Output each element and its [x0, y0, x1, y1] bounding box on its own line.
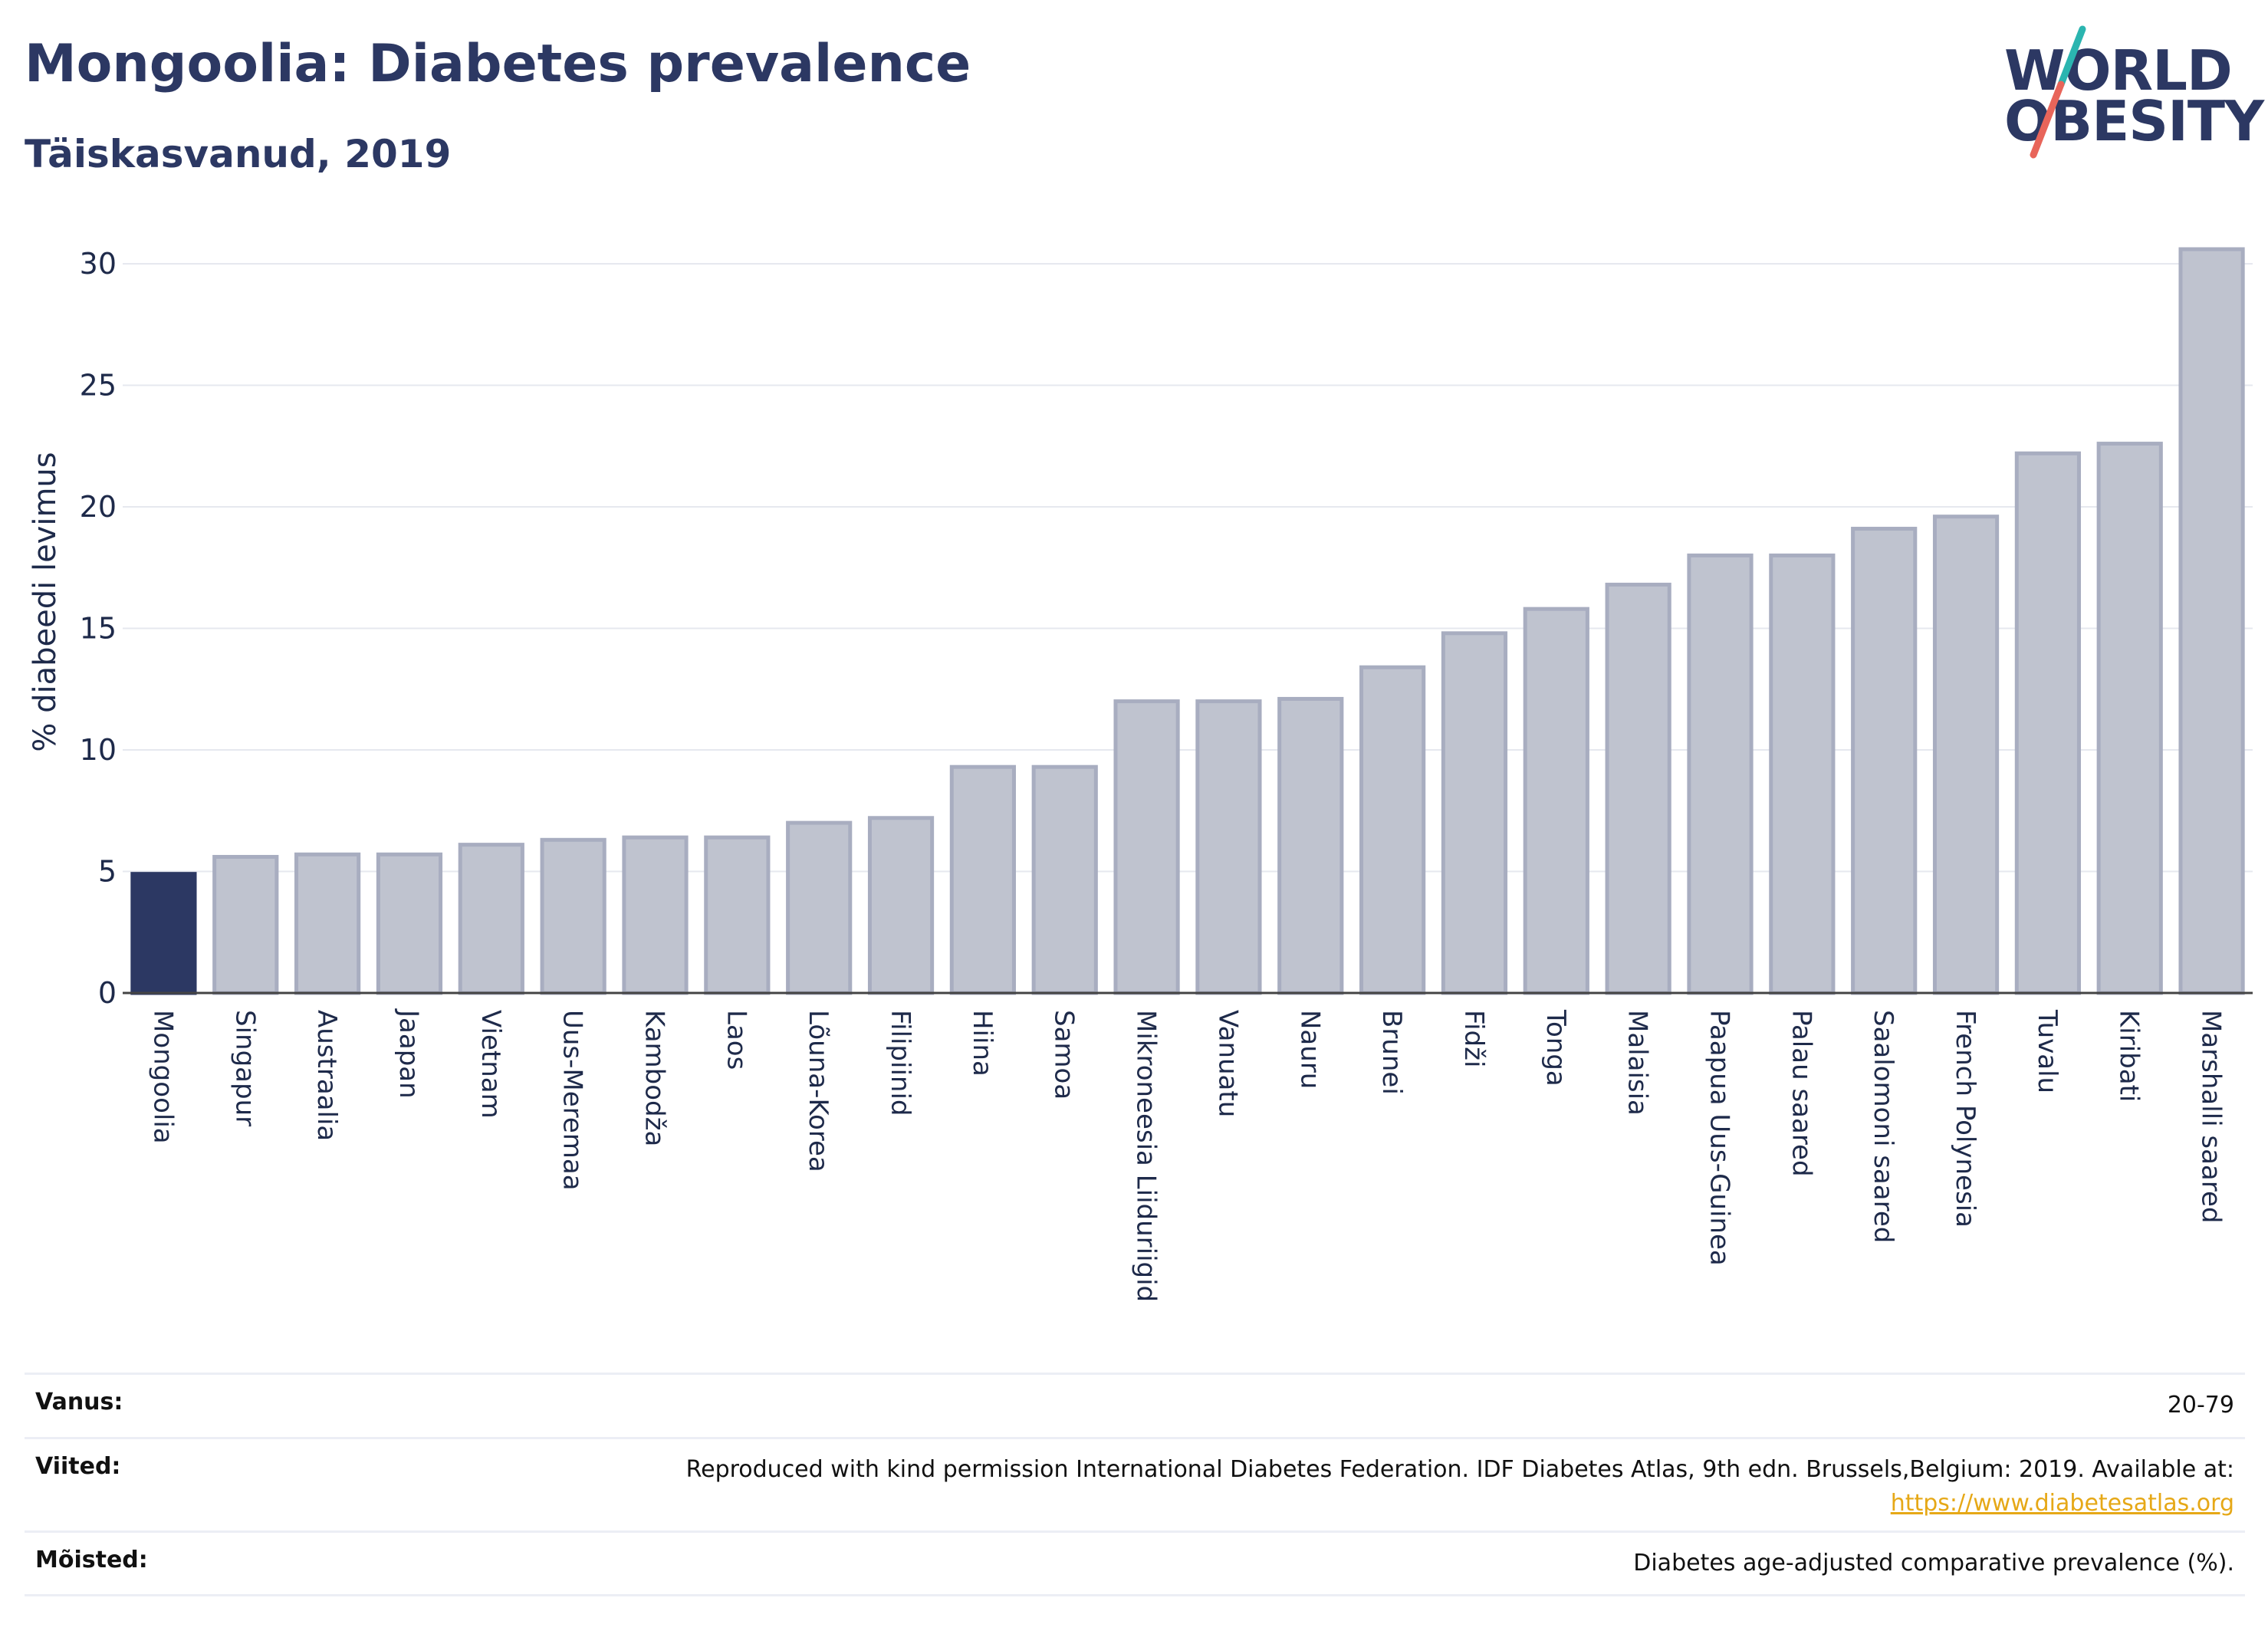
bar — [1113, 699, 1180, 995]
x-tick-label: Palau saared — [1786, 1010, 1816, 1177]
bar — [212, 854, 279, 995]
x-tick-label: Austraalia — [311, 1010, 342, 1141]
x-tick-label: Jaapan — [393, 1008, 424, 1099]
bar — [458, 843, 524, 995]
age-value: 20-79 — [2167, 1392, 2234, 1419]
bar-highlight — [130, 872, 197, 995]
bar — [867, 816, 935, 995]
definitions-value: Diabetes age-adjusted comparative preval… — [1633, 1550, 2234, 1576]
info-row-age: Vanus: 20-79 — [25, 1373, 2245, 1437]
y-tick-label: 20 — [80, 490, 117, 524]
info-row-definitions: Mõisted: Diabetes age-adjusted comparati… — [25, 1530, 2245, 1596]
bar — [1359, 665, 1426, 995]
x-tick-labels: Mongoolia Singapur Austraalia Jaapan Vietnam… — [147, 1008, 2226, 1302]
bar — [1687, 553, 1754, 995]
references-link[interactable]: https://www.diabetesatlas.org — [1890, 1489, 2234, 1517]
x-tick-label: Laos — [721, 1010, 751, 1070]
bar — [294, 852, 361, 995]
y-tick-label: 25 — [80, 369, 117, 403]
x-tick-label: Hiina — [967, 1010, 998, 1077]
x-tick-label: Marshalli saared — [2196, 1010, 2227, 1224]
x-tick-label: Brunei — [1376, 1010, 1407, 1095]
x-tick-label: Samoa — [1049, 1010, 1080, 1100]
y-tick-label: 30 — [80, 247, 117, 281]
x-tick-label: Mongoolia — [147, 1010, 178, 1144]
x-tick-label: Singapur — [229, 1010, 260, 1126]
y-tick-label: 10 — [80, 733, 117, 767]
x-tick-label: Mikroneesia Liiduriigid — [1131, 1010, 1162, 1302]
bar — [1277, 696, 1344, 995]
bar — [376, 852, 443, 995]
bar — [622, 835, 689, 995]
x-tick-label: Vietnam — [475, 1010, 506, 1119]
bar — [704, 835, 771, 995]
bar — [1851, 527, 1918, 995]
bar — [2096, 442, 2163, 995]
x-tick-label: Tonga — [1540, 1009, 1571, 1087]
y-tick-label: 5 — [98, 855, 117, 889]
info-row-references: Viited: Reproduced with kind permission … — [25, 1437, 2245, 1530]
info-table: Vanus: 20-79 Viited: Reproduced with kin… — [25, 1373, 2245, 1596]
bar — [1523, 607, 1589, 995]
x-tick-label: Malaisia — [1622, 1010, 1653, 1116]
references-label: Viited: — [35, 1453, 121, 1480]
x-tick-label: Kambodža — [639, 1010, 670, 1146]
page-title: Mongoolia: Diabetes prevalence — [25, 34, 971, 94]
bars — [130, 247, 2245, 995]
x-tick-label: Filipiinid — [885, 1010, 915, 1116]
bar — [540, 837, 606, 995]
bar-chart: % diabeedi levimus 0 5 10 15 20 25 30 Mongooli… — [28, 247, 2253, 1302]
references-text: Reproduced with kind permission Internat… — [685, 1456, 2234, 1483]
x-tick-label: Paapua Uus-Guinea — [1704, 1010, 1735, 1266]
bar — [949, 764, 1016, 995]
x-tick-label: Vanuatu — [1212, 1010, 1243, 1117]
logo-slash-icon — [2030, 25, 2086, 159]
x-tick-label: Nauru — [1294, 1010, 1325, 1089]
references-value: Reproduced with kind permission Internat… — [686, 1453, 2234, 1520]
x-tick-label: French Polynesia — [1950, 1010, 1980, 1228]
y-axis-title: % diabeedi levimus — [28, 452, 63, 751]
bar — [1932, 515, 2000, 995]
bar — [1605, 582, 1671, 995]
y-tick-label: 15 — [80, 612, 117, 646]
x-tick-label: Lõuna-Korea — [803, 1010, 833, 1172]
logo-text-world: WORLD — [2004, 38, 2233, 103]
bar — [1031, 764, 1098, 995]
y-tick-label: 0 — [98, 976, 117, 1010]
definitions-label: Mõisted: — [35, 1547, 148, 1573]
page-subtitle: Täiskasvanud, 2019 — [25, 132, 452, 176]
x-tick-label: Kiribati — [2114, 1010, 2145, 1102]
bar — [1769, 553, 1836, 995]
bar — [2014, 451, 2081, 995]
x-tick-label: Fidži — [1458, 1010, 1489, 1067]
x-tick-label: Tuvalu — [2032, 1009, 2063, 1093]
bar — [1441, 631, 1508, 995]
bar — [2178, 247, 2245, 995]
bar — [786, 820, 853, 995]
y-tick-labels: 0 5 10 15 20 25 30 — [80, 247, 117, 1010]
age-label: Vanus: — [35, 1389, 123, 1415]
world-obesity-logo[interactable]: WORLD OBESITY — [2001, 23, 2264, 161]
x-tick-label: Uus-Meremaa — [557, 1010, 588, 1191]
x-tick-label: Saalomoni saared — [1868, 1010, 1898, 1243]
bar — [1195, 699, 1262, 995]
